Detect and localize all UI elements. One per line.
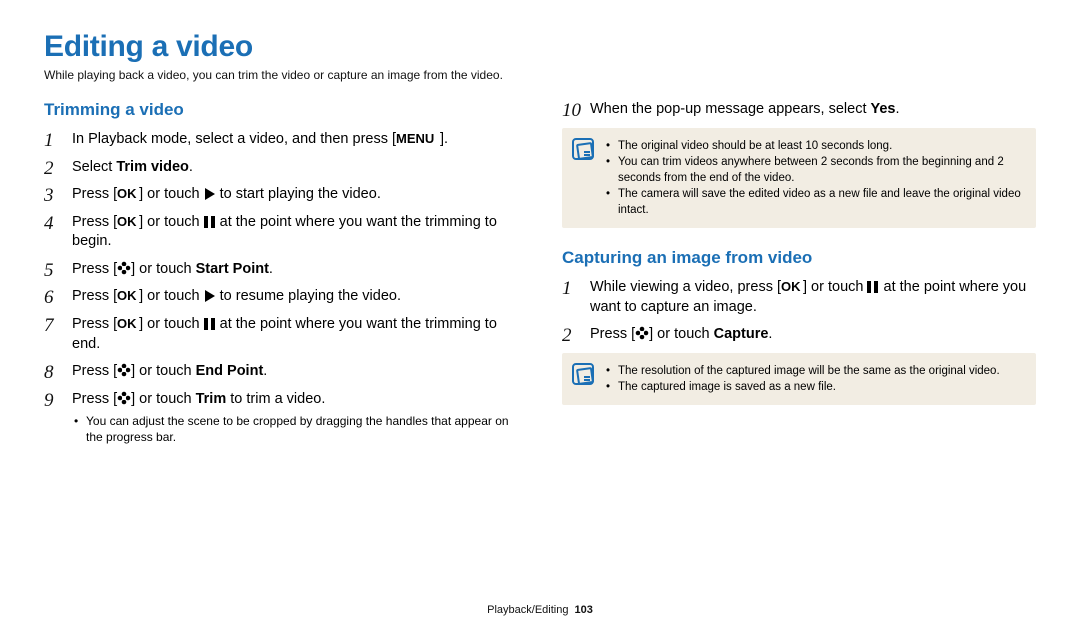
step-8: Press [ ] or touch End Point. xyxy=(44,362,518,382)
flower-icon xyxy=(635,326,649,340)
step-1-a: In Playback mode, select a video, and th… xyxy=(72,131,396,147)
page-title: Editing a video xyxy=(44,30,1036,64)
note1-b: You can trim videos anywhere between 2 s… xyxy=(606,154,1024,186)
step-5-a: Press [ xyxy=(72,261,117,277)
cap2-bold: Capture xyxy=(714,326,769,342)
ok-icon xyxy=(117,187,139,200)
page-number: 103 xyxy=(574,604,592,616)
play-icon xyxy=(204,188,216,200)
step-6-a: Press [ xyxy=(72,288,117,304)
note-box-2: The resolution of the captured image wil… xyxy=(562,353,1036,405)
step-3-c: to start playing the video. xyxy=(216,186,381,202)
right-column: When the pop-up message appears, select … xyxy=(562,100,1036,454)
step-2: Select Trim video. xyxy=(44,158,518,178)
step-1-b: ]. xyxy=(440,131,448,147)
step-4: Press [] or touch at the point where you… xyxy=(44,213,518,252)
ok-icon xyxy=(117,317,139,330)
cap-step-1: While viewing a video, press [ ] or touch… xyxy=(562,278,1036,317)
step-6-c: to resume playing the video. xyxy=(216,288,401,304)
step-8-d: . xyxy=(263,363,267,379)
step-2-bold: Trim video xyxy=(116,159,189,175)
step-5: Press [ ] or touch Start Point. xyxy=(44,260,518,280)
ok-icon xyxy=(117,289,139,302)
step-1: In Playback mode, select a video, and th… xyxy=(44,130,518,150)
step-10-a: When the pop-up message appears, select xyxy=(590,101,871,117)
play-icon xyxy=(204,290,216,302)
pause-icon xyxy=(204,216,216,228)
flower-icon xyxy=(117,261,131,275)
step-6: Press [ ] or touch to resume playing the … xyxy=(44,287,518,307)
step-3-a: Press [ xyxy=(72,186,117,202)
step-10: When the pop-up message appears, select … xyxy=(562,100,1036,120)
flower-icon xyxy=(117,363,131,377)
step-2-a: Select xyxy=(72,159,116,175)
step-7-b: ] or touch xyxy=(139,316,203,332)
footer: Playback/Editing 103 xyxy=(0,604,1080,616)
step-9-a: Press [ xyxy=(72,391,117,407)
menu-icon xyxy=(396,132,440,145)
note-icon xyxy=(572,138,594,160)
note2-a: The resolution of the captured image wil… xyxy=(606,363,1024,379)
step-9-d: to trim a video. xyxy=(226,391,325,407)
step-3-b: ] or touch xyxy=(139,186,203,202)
cap2-a: Press [ xyxy=(590,326,635,342)
step-4-b: ] or touch xyxy=(139,214,203,230)
step-8-b: ] or touch xyxy=(131,363,195,379)
intro-text: While playing back a video, you can trim… xyxy=(44,68,1036,82)
step-5-b: ] or touch xyxy=(131,261,195,277)
step-5-d: . xyxy=(269,261,273,277)
step-9: Press [] or touch Trim to trim a video. … xyxy=(44,390,518,446)
footer-section: Playback/Editing xyxy=(487,604,568,616)
step-5-bold: Start Point xyxy=(196,261,269,277)
cap2-d: . xyxy=(768,326,772,342)
cap-step-2: Press [ ] or touch Capture. xyxy=(562,325,1036,345)
step-8-a: Press [ xyxy=(72,363,117,379)
note1-a: The original video should be at least 10… xyxy=(606,138,1024,154)
capturing-heading: Capturing an image from video xyxy=(562,248,1036,268)
step-7-a: Press [ xyxy=(72,316,117,332)
step-9-bold: Trim xyxy=(196,391,227,407)
step-3: Press [ ] or touch to start playing the v… xyxy=(44,185,518,205)
flower-icon xyxy=(117,391,131,405)
ok-icon xyxy=(781,280,803,293)
left-column: Trimming a video In Playback mode, selec… xyxy=(44,100,518,454)
trimming-heading: Trimming a video xyxy=(44,100,518,120)
step-7: Press [] or touch at the point where you… xyxy=(44,315,518,354)
step-2-c: . xyxy=(189,159,193,175)
cap1-a: While viewing a video, press [ xyxy=(590,279,781,295)
pause-icon xyxy=(204,318,216,330)
note-icon xyxy=(572,363,594,385)
ok-icon xyxy=(117,215,139,228)
note-box-1: The original video should be at least 10… xyxy=(562,128,1036,228)
step-10-c: . xyxy=(896,101,900,117)
step-4-a: Press [ xyxy=(72,214,117,230)
cap1-b: ] or touch xyxy=(803,279,867,295)
note1-c: The camera will save the edited video as… xyxy=(606,186,1024,218)
cap2-b: ] or touch xyxy=(649,326,713,342)
pause-icon xyxy=(867,281,879,293)
step-10-bold: Yes xyxy=(871,101,896,117)
step-9-b: ] or touch xyxy=(131,391,195,407)
step-9-sub: You can adjust the scene to be cropped b… xyxy=(72,413,518,445)
step-8-bold: End Point xyxy=(196,363,264,379)
step-6-b: ] or touch xyxy=(139,288,203,304)
note2-b: The captured image is saved as a new fil… xyxy=(606,379,1024,395)
